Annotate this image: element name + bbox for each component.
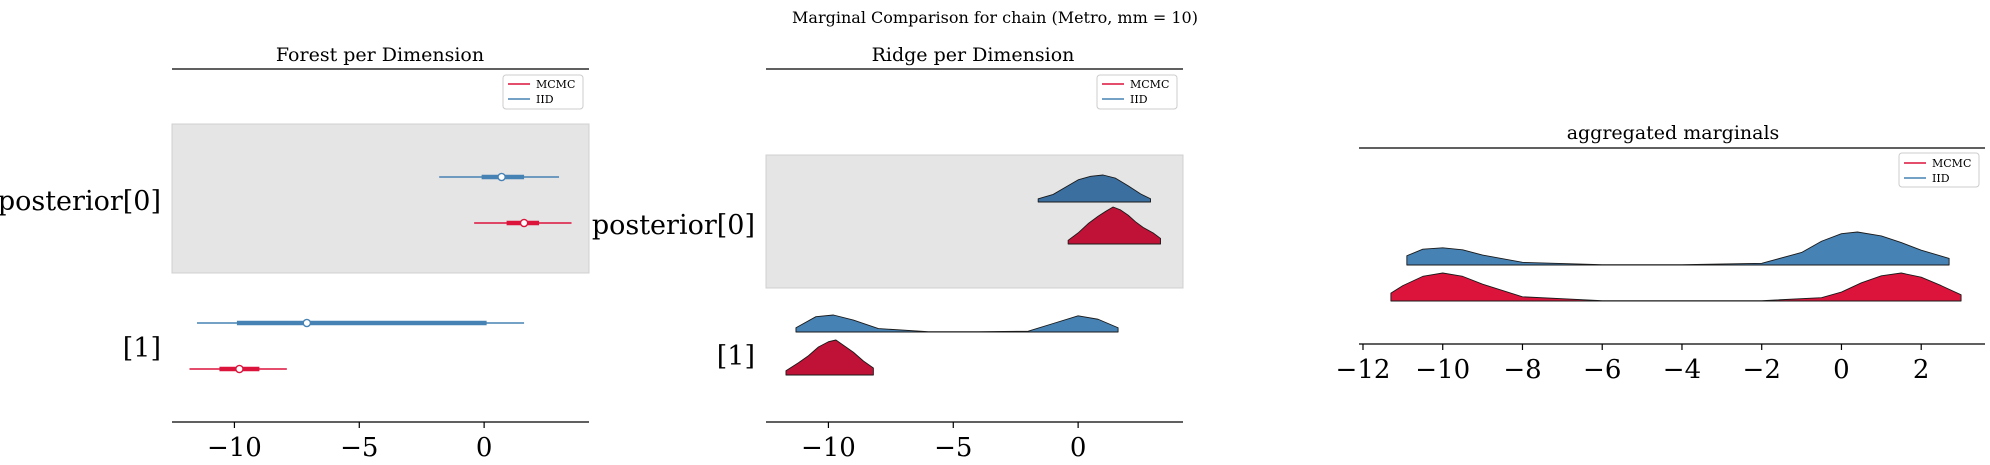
ridge-ylabel-dim0: posterior[0] — [592, 210, 755, 241]
ridge-density-mcmc-dim1 — [785, 339, 874, 376]
figure-suptitle: Marginal Comparison for chain (Metro, mm… — [792, 8, 1198, 27]
ridge-panel: Ridge per Dimension −10 −5 0 posterior[0] … — [592, 44, 1184, 463]
forest-interval-iid-dim1 — [196, 318, 525, 328]
ridge-ylabel-dim1: [1] — [717, 341, 755, 372]
ridge-density-iid-dim0 — [1037, 174, 1151, 203]
aggregated-marks — [1390, 231, 1962, 302]
ridge-density-mcmc-dim0 — [1067, 206, 1161, 245]
forest-interval-mcmc-dim0 — [474, 218, 572, 228]
ridge-legend-iid-label: IID — [1130, 93, 1148, 106]
aggregated-legend: MCMC IID — [1898, 152, 1980, 188]
forest-panel: Forest per Dimension −10 −5 0 posterior[0]… — [0, 44, 590, 463]
forest-band-dim0 — [171, 123, 590, 274]
forest-ylabel-dim1: [1] — [123, 333, 161, 364]
forest-title: Forest per Dimension — [276, 44, 484, 66]
forest-interval-iid-dim0 — [439, 172, 560, 182]
aggregated-tick-label: −10 — [1415, 355, 1470, 385]
forest-x-ticks: −10 −5 0 — [207, 422, 492, 463]
forest-legend-iid-label: IID — [536, 93, 554, 106]
forest-ylabel-dim0: posterior[0] — [0, 186, 161, 217]
forest-tick-label: 0 — [476, 433, 493, 463]
aggregated-density-mcmc — [1390, 272, 1962, 302]
forest-marks — [189, 172, 572, 374]
ridge-x-ticks: −10 −5 0 — [801, 422, 1086, 463]
ridge-title: Ridge per Dimension — [872, 44, 1075, 66]
aggregated-density-iid — [1406, 231, 1950, 266]
aggregated-title: aggregated marginals — [1567, 122, 1780, 144]
ridge-density-iid-dim1 — [795, 314, 1119, 333]
aggregated-tick-label: 2 — [1913, 355, 1930, 385]
aggregated-tick-label: −6 — [1583, 355, 1621, 385]
forest-tick-label: −10 — [207, 433, 262, 463]
aggregated-legend-mcmc-label: MCMC — [1932, 157, 1971, 170]
aggregated-legend-iid-label: IID — [1932, 172, 1950, 185]
ridge-tick-label: −10 — [801, 433, 856, 463]
forest-legend-mcmc-label: MCMC — [536, 78, 575, 91]
aggregated-x-ticks: −12 −10 −8 −6 −4 −2 0 2 — [1336, 344, 1930, 385]
aggregated-tick-label: −12 — [1336, 355, 1391, 385]
forest-legend: MCMC IID — [502, 74, 584, 110]
ridge-marks — [785, 174, 1161, 376]
aggregated-tick-label: −2 — [1743, 355, 1781, 385]
forest-interval-mcmc-dim1 — [189, 364, 287, 374]
ridge-tick-label: −5 — [934, 433, 972, 463]
ridge-tick-label: 0 — [1070, 433, 1087, 463]
ridge-legend: MCMC IID — [1096, 74, 1178, 110]
aggregated-tick-label: −4 — [1663, 355, 1701, 385]
ridge-legend-mcmc-label: MCMC — [1130, 78, 1169, 91]
aggregated-tick-label: 0 — [1833, 355, 1850, 385]
aggregated-panel: aggregated marginals −12 −10 −8 −6 −4 −2 0 2 MC… — [1336, 122, 1985, 385]
aggregated-tick-label: −8 — [1503, 355, 1541, 385]
forest-tick-label: −5 — [340, 433, 378, 463]
